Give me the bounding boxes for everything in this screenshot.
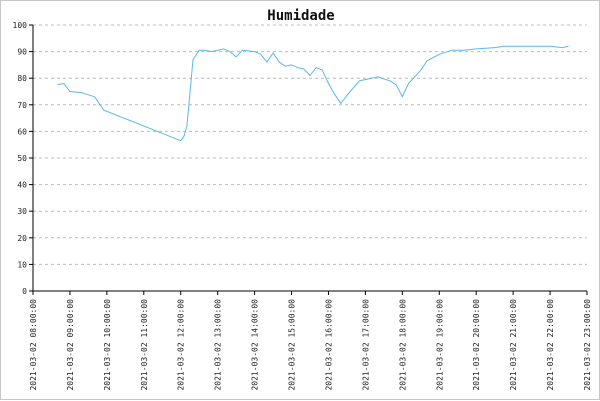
y-tick-label: 50: [17, 154, 27, 163]
x-tick-label: 2021-03-02 13:00:00: [214, 299, 223, 391]
x-tick-label: 2021-03-02 10:00:00: [103, 299, 112, 391]
x-tick-label: 2021-03-02 22:00:00: [546, 299, 555, 391]
y-tick-label: 20: [17, 234, 27, 243]
gridlines: [33, 24, 587, 265]
x-tick-label: 2021-03-02 17:00:00: [361, 299, 370, 391]
y-tick-label: 70: [17, 101, 27, 110]
x-tick-label: 2021-03-02 08:00:00: [29, 299, 38, 391]
x-axis-ticks: 2021-03-02 08:00:00 2021-03-02 09:00:00 20…: [29, 291, 592, 391]
y-tick-label: 60: [17, 127, 27, 136]
x-tick-label: 2021-03-02 16:00:00: [324, 299, 333, 391]
x-tick-label: 2021-03-02 15:00:00: [288, 299, 297, 391]
series-layer: [57, 45, 569, 142]
x-tick-label: 2021-03-02 14:00:00: [251, 299, 260, 391]
y-tick-label: 10: [17, 260, 27, 269]
x-tick-label: 2021-03-02 09:00:00: [66, 299, 75, 391]
x-tick-label: 2021-03-02 11:00:00: [140, 299, 149, 391]
y-tick-label: 90: [17, 48, 27, 57]
humidity-series-line: [57, 45, 569, 142]
x-tick-label: 2021-03-02 12:00:00: [177, 299, 186, 391]
x-tick-label: 2021-03-02 21:00:00: [509, 299, 518, 391]
y-tick-label: 80: [17, 74, 27, 83]
x-tick-label: 2021-03-02 20:00:00: [472, 299, 481, 391]
x-tick-label: 2021-03-02 19:00:00: [435, 299, 444, 391]
y-tick-label: 30: [17, 207, 27, 216]
x-tick-label: 2021-03-02 23:00:00: [583, 299, 592, 391]
x-tick-label: 2021-03-02 18:00:00: [398, 299, 407, 391]
chart-title: Humidade: [267, 8, 334, 24]
y-tick-label: 0: [22, 287, 27, 296]
y-axis-ticks: 0 10 20 30 40 50 60 70 80 90 100: [13, 21, 33, 296]
y-tick-label: 100: [13, 21, 28, 30]
y-tick-label: 40: [17, 181, 27, 190]
